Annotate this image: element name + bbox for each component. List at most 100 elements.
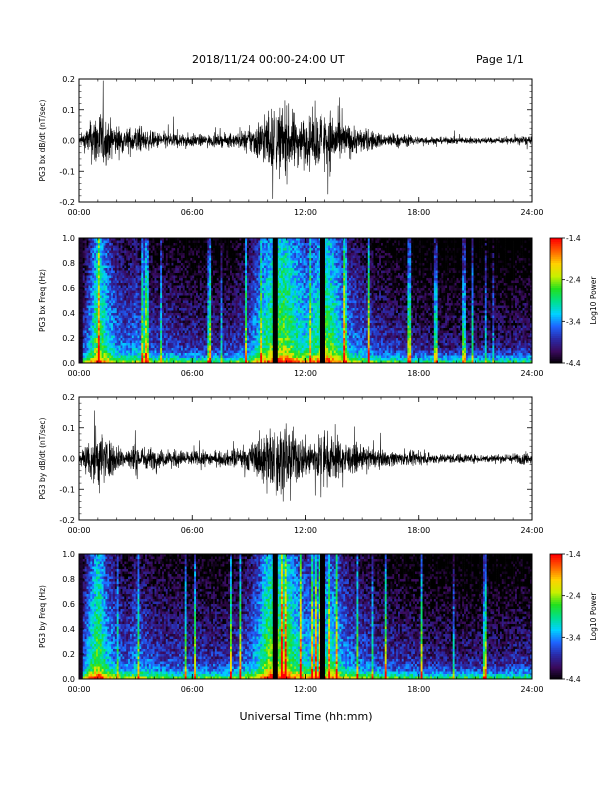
heat-cell	[168, 246, 170, 249]
heat-cell	[98, 281, 100, 284]
heat-cell	[162, 348, 164, 351]
heat-cell	[160, 301, 162, 304]
heat-cell	[230, 326, 232, 329]
heat-cell	[243, 298, 245, 301]
heat-cell	[94, 248, 96, 251]
heat-cell	[121, 278, 123, 281]
heat-cell	[109, 323, 111, 326]
heat-cell	[194, 286, 196, 289]
heat-cell	[94, 328, 96, 331]
heat-cell	[134, 293, 136, 296]
heat-cell	[205, 291, 207, 294]
heat-cell	[217, 301, 219, 304]
heat-cell	[241, 331, 243, 334]
heat-cell	[90, 248, 92, 251]
heat-cell	[221, 266, 223, 269]
heat-cell	[156, 348, 158, 351]
heat-cell	[245, 248, 247, 251]
heat-cell	[205, 246, 207, 249]
heat-cell	[243, 356, 245, 359]
heat-cell	[111, 246, 113, 249]
heat-cell	[87, 241, 89, 244]
heat-cell	[190, 353, 192, 356]
heat-cell	[251, 313, 253, 316]
heat-cell	[168, 338, 170, 341]
heat-cell	[196, 326, 198, 329]
heat-cell	[166, 298, 168, 301]
heat-cell	[162, 356, 164, 359]
heat-cell	[105, 268, 107, 271]
heat-cell	[238, 321, 240, 324]
heat-cell	[83, 251, 85, 254]
heat-cell	[158, 243, 160, 246]
heat-cell	[98, 343, 100, 346]
heat-cell	[249, 293, 251, 296]
heat-cell	[226, 298, 228, 301]
heat-cell	[217, 283, 219, 286]
heat-cell	[251, 283, 253, 286]
heat-cell	[221, 291, 223, 294]
heat-cell	[175, 288, 177, 291]
heat-cell	[224, 328, 226, 331]
heat-cell	[215, 291, 217, 294]
heat-cell	[85, 253, 87, 256]
heat-cell	[241, 286, 243, 289]
heat-cell	[200, 316, 202, 319]
heat-cell	[243, 271, 245, 274]
heat-cell	[92, 328, 94, 331]
heat-cell	[121, 323, 123, 326]
heat-cell	[260, 328, 262, 331]
heat-cell	[183, 246, 185, 249]
heat-cell	[207, 323, 209, 326]
heat-cell	[107, 331, 109, 334]
heat-cell	[241, 296, 243, 299]
heat-cell	[204, 311, 206, 314]
heat-cell	[179, 341, 181, 344]
heat-cell	[251, 256, 253, 259]
heat-cell	[232, 273, 234, 276]
heat-cell	[222, 258, 224, 261]
heat-cell	[153, 281, 155, 284]
heat-cell	[179, 298, 181, 301]
heat-cell	[226, 246, 228, 249]
heat-cell	[164, 293, 166, 296]
heat-cell	[221, 293, 223, 296]
heat-cell	[132, 351, 134, 354]
heat-cell	[173, 313, 175, 316]
heat-cell	[162, 331, 164, 334]
heat-cell	[92, 268, 94, 271]
heat-cell	[85, 281, 87, 284]
heat-cell	[251, 268, 253, 271]
heat-cell	[94, 316, 96, 319]
heat-cell	[158, 356, 160, 359]
heat-cell	[249, 338, 251, 341]
heat-cell	[87, 348, 89, 351]
heat-cell	[224, 306, 226, 309]
heat-cell	[124, 316, 126, 319]
heat-cell	[107, 311, 109, 314]
heat-cell	[243, 261, 245, 264]
heat-cell	[170, 308, 172, 311]
heat-cell	[183, 338, 185, 341]
heat-cell	[102, 291, 104, 294]
heat-cell	[213, 288, 215, 291]
heat-cell	[104, 283, 106, 286]
heat-cell	[247, 258, 249, 261]
heat-cell	[119, 293, 121, 296]
heat-cell	[117, 323, 119, 326]
heat-cell	[171, 353, 173, 356]
heat-cell	[168, 256, 170, 259]
heat-cell	[100, 298, 102, 301]
heat-cell	[234, 353, 236, 356]
heat-cell	[107, 253, 109, 256]
heat-cell	[156, 256, 158, 259]
heat-cell	[209, 283, 211, 286]
heat-cell	[196, 353, 198, 356]
heat-cell	[173, 323, 175, 326]
heat-cell	[177, 241, 179, 244]
heat-cell	[224, 316, 226, 319]
heat-cell	[181, 308, 183, 311]
heat-cell	[204, 341, 206, 344]
heat-cell	[177, 311, 179, 314]
heat-cell	[207, 281, 209, 284]
